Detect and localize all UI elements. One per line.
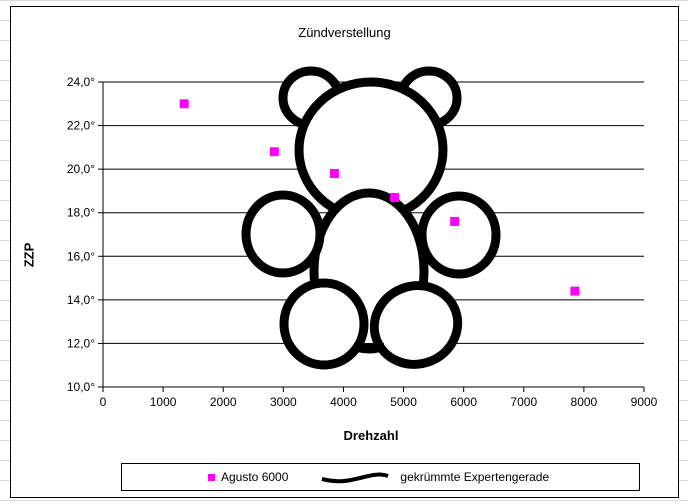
y-tick-label: 22,0°	[67, 119, 95, 133]
legend-label-agusto: Agusto 6000	[221, 470, 289, 484]
x-tick-label: 9000	[631, 395, 658, 409]
bear-right-leg	[369, 281, 463, 369]
y-tick-label: 12,0°	[67, 336, 95, 350]
bear-crotch	[354, 343, 384, 351]
x-tick-label: 3000	[270, 395, 297, 409]
legend-item-expertengerade: gekrümmte Expertengerade	[288, 470, 549, 484]
bear-right-arm	[417, 191, 501, 279]
y-tick-label: 10,0°	[67, 380, 95, 394]
legend[interactable]: Agusto 6000 gekrümmte Expertengerade	[121, 463, 640, 491]
legend-curve-icon	[321, 472, 390, 484]
data-point	[390, 192, 400, 202]
bear-left-leg	[279, 278, 369, 370]
y-tick-label: 20,0°	[67, 162, 95, 176]
data-point	[570, 286, 580, 296]
legend-marker-square	[208, 473, 215, 481]
plot-svg: 0 1000 2000 3000 4000 5000 6000 7000 8000 9000 10…	[67, 66, 658, 409]
data-points	[179, 99, 580, 296]
data-point	[179, 99, 189, 109]
x-tick-label: 7000	[510, 395, 537, 409]
x-tick-label: 0	[100, 395, 107, 409]
legend-label-expertengerade: gekrümmte Expertengerade	[400, 470, 550, 484]
chart-area[interactable]: Zündverstellung ZZP Drehzahl 0 1000 2000 30…	[10, 6, 679, 498]
x-tick-label: 2000	[210, 395, 237, 409]
x-tick-label: 4000	[330, 395, 357, 409]
legend-item-agusto: Agusto 6000	[122, 470, 288, 484]
y-tick-label: 16,0°	[67, 249, 95, 263]
x-tick-label: 8000	[571, 395, 598, 409]
teddy-bear-drawing	[241, 66, 501, 370]
y-tick-label: 18,0°	[67, 206, 95, 220]
x-tick-label: 6000	[450, 395, 477, 409]
y-tick-label: 24,0°	[67, 75, 95, 89]
y-tick-label: 14,0°	[67, 293, 95, 307]
bear-left-arm	[241, 190, 325, 278]
chart-title: Zündverstellung	[298, 25, 391, 40]
x-tick-labels: 0 1000 2000 3000 4000 5000 6000 7000 8000 9000	[100, 395, 658, 409]
data-point	[450, 216, 460, 226]
data-point	[269, 147, 279, 157]
y-tick-labels: 10,0° 12,0° 14,0° 16,0° 18,0° 20,0° 22,0° 24,0°	[67, 75, 95, 394]
x-tick-label: 1000	[150, 395, 177, 409]
data-point	[329, 169, 339, 178]
x-axis-label: Drehzahl	[343, 428, 399, 443]
x-tick-label: 5000	[390, 395, 417, 409]
axes	[98, 81, 645, 392]
